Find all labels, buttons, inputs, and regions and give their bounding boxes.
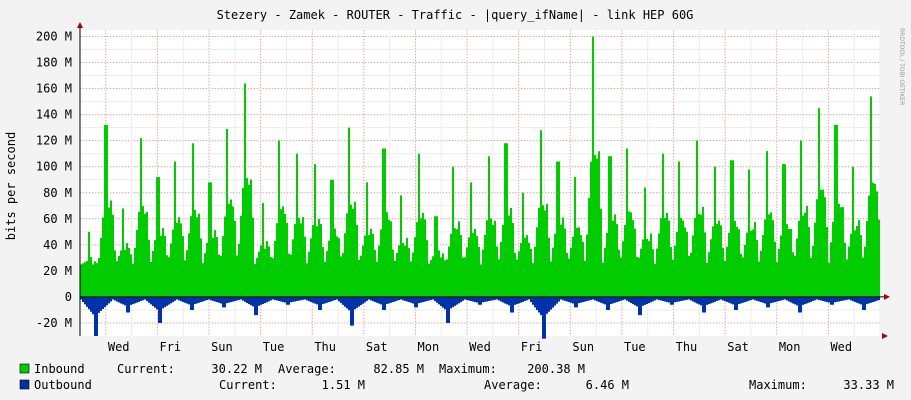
y-tick-label: 180 M	[36, 56, 72, 70]
legend-outbound-average-label: Average:	[484, 378, 542, 392]
x-axis-arrow-bottom	[882, 333, 888, 339]
legend-outbound-current: 1.51 M	[322, 378, 365, 392]
x-tick-label: Fri	[159, 340, 181, 354]
x-tick-label: Sat	[366, 340, 388, 354]
rrdtool-watermark: RRDTOOL / TOBI OETIKER	[898, 28, 905, 105]
outbound-area	[80, 296, 880, 339]
x-tick-label: Thu	[676, 340, 698, 354]
legend-inbound-current-label: Current:	[117, 362, 175, 376]
plot-area	[80, 36, 880, 339]
y-tick-label: 100 M	[36, 160, 72, 174]
x-tick-label: Sat	[727, 340, 749, 354]
y-tick-label: 200 M	[36, 30, 72, 44]
legend-outbound-label: Outbound	[34, 378, 92, 392]
x-axis-arrow	[884, 293, 890, 300]
y-tick-label: 60 M	[43, 212, 72, 226]
x-tick-label: Thu	[314, 340, 336, 354]
y-axis-label: bits per second	[4, 132, 18, 240]
legend-outbound-current-label: Current:	[219, 378, 277, 392]
x-tick-label: Sun	[211, 340, 233, 354]
x-tick-label: Fri	[521, 340, 543, 354]
x-tick-label: Mon	[418, 340, 440, 354]
y-tick-label: -20 M	[36, 316, 72, 330]
legend-inbound-maximum: 200.38 M	[527, 362, 585, 376]
x-tick-label: Wed	[830, 340, 852, 354]
chart-title: Stezery - Zamek - ROUTER - Traffic - |qu…	[217, 8, 694, 22]
legend-inbound-current: 30.22 M	[211, 362, 262, 376]
legend-swatch-outbound	[19, 379, 30, 390]
y-tick-label: 140 M	[36, 108, 72, 122]
x-tick-label: Tue	[263, 340, 285, 354]
legend-outbound-maximum: 33.33 M	[843, 378, 894, 392]
legend-inbound-average: 82.85 M	[373, 362, 424, 376]
y-axis-arrow	[77, 22, 83, 28]
y-tick-label: 160 M	[36, 82, 72, 96]
y-tick-label: 40 M	[43, 238, 72, 252]
y-tick-label: 0	[65, 290, 72, 304]
x-tick-label: Tue	[624, 340, 646, 354]
legend-inbound-maximum-label: Maximum:	[439, 362, 497, 376]
legend-swatch-inbound	[19, 363, 30, 374]
x-tick-label: Sun	[572, 340, 594, 354]
axes	[77, 22, 890, 339]
x-tick-label: Wed	[469, 340, 491, 354]
inbound-area	[80, 36, 880, 297]
x-tick-label: Mon	[779, 340, 801, 354]
legend-outbound-average: 6.46 M	[586, 378, 629, 392]
y-tick-label: 120 M	[36, 134, 72, 148]
y-tick-label: 80 M	[43, 186, 72, 200]
tick-labels: 200 M 180 M 160 M 140 M 120 M 100 M 80 M 60 M 40…	[36, 30, 852, 354]
x-tick-label: Wed	[108, 340, 130, 354]
legend-outbound-maximum-label: Maximum:	[749, 378, 807, 392]
y-tick-label: 20 M	[43, 264, 72, 278]
legend-inbound-average-label: Average:	[278, 362, 336, 376]
legend-inbound-label: Inbound	[34, 362, 85, 376]
